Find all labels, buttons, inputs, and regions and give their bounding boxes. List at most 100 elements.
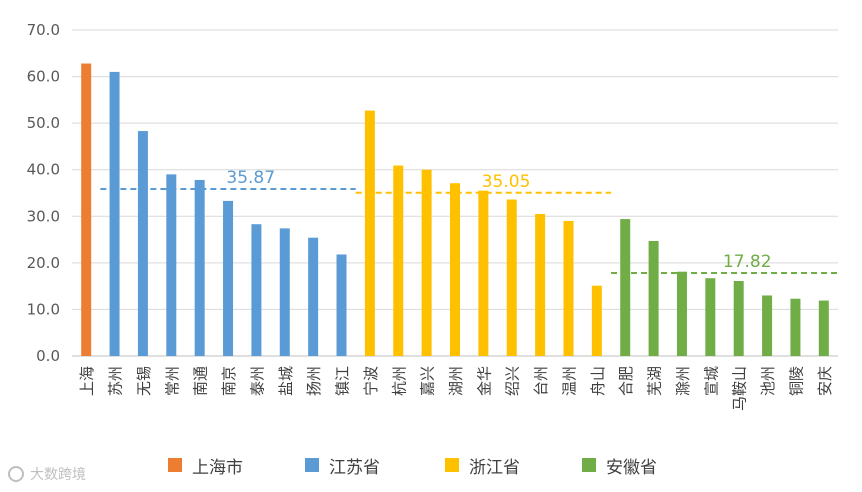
bar	[223, 200, 234, 356]
legend-swatch-anhui	[582, 458, 596, 472]
average-label: 35.87	[226, 168, 275, 188]
bar	[762, 295, 773, 356]
bar	[194, 179, 205, 356]
bar	[137, 131, 148, 356]
x-tick-label-text: 上海	[78, 366, 96, 396]
y-tick-label: 30.0	[27, 207, 60, 225]
bar	[818, 300, 829, 356]
x-tick-label: 嘉兴	[419, 366, 437, 396]
bar	[790, 298, 801, 356]
average-label: 35.05	[482, 172, 531, 192]
x-tick-label: 金华	[475, 366, 493, 396]
bar	[506, 199, 517, 356]
legend: 上海市 江苏省 浙江省 安徽省	[0, 450, 862, 480]
x-tick-label: 湖州	[447, 366, 465, 396]
watermark-logo-icon	[8, 466, 24, 482]
bar	[251, 224, 262, 356]
x-tick-label-text: 安庆	[816, 366, 834, 396]
x-tick-label-text: 南通	[192, 366, 210, 396]
x-tick-label: 合肥	[617, 366, 635, 396]
watermark-text: 大数跨境	[30, 467, 86, 483]
bar	[364, 110, 375, 356]
legend-label: 浙江省	[469, 457, 520, 478]
x-tick-label-text: 苏州	[107, 366, 125, 396]
x-tick-label-text: 马鞍山	[731, 366, 749, 411]
x-tick-label: 台州	[532, 366, 550, 396]
bar	[81, 63, 92, 356]
x-tick-label: 舟山	[589, 366, 607, 396]
legend-label: 上海市	[192, 457, 243, 478]
x-tick-label-text: 扬州	[305, 366, 323, 396]
y-tick-label: 20.0	[27, 254, 60, 272]
bar-chart: 0.010.020.030.040.050.060.070.0 35.87 35.…	[27, 21, 838, 411]
x-tick-label-text: 无锡	[135, 366, 153, 396]
x-tick-label-text: 常州	[163, 366, 181, 396]
x-tick-label: 南京	[220, 366, 238, 396]
x-tick-label: 马鞍山	[731, 366, 749, 411]
y-tick-label: 10.0	[27, 300, 60, 318]
bars	[81, 63, 829, 357]
bar	[450, 183, 460, 356]
x-tick-label-text: 滁州	[674, 366, 692, 396]
watermark: 大数跨境	[8, 462, 86, 486]
x-tick-label-text: 嘉兴	[419, 366, 437, 396]
legend-item-zhejiang: 浙江省	[445, 450, 520, 480]
x-tick-label: 盐城	[277, 366, 295, 396]
x-tick-label-text: 镇江	[334, 366, 352, 396]
average-lines: 35.87 35.05 17.82	[100, 168, 838, 275]
x-tick-label: 滁州	[674, 366, 692, 396]
bar	[308, 237, 319, 356]
x-tick-label-text: 盐城	[277, 366, 295, 396]
legend-swatch-jiangsu	[305, 458, 319, 472]
y-tick-label: 40.0	[27, 161, 60, 179]
x-tick-label: 芜湖	[646, 366, 664, 396]
bar	[109, 71, 120, 357]
x-tick-label: 常州	[163, 366, 181, 396]
x-tick-label-text: 合肥	[617, 366, 635, 396]
average-label: 17.82	[723, 252, 772, 272]
legend-item-anhui: 安徽省	[582, 450, 657, 480]
legend-item-jiangsu: 江苏省	[305, 450, 380, 480]
x-tick-label-text: 芜湖	[646, 366, 664, 396]
x-tick-label: 南通	[192, 366, 210, 396]
x-tick-label-text: 泰州	[248, 366, 266, 396]
bar	[421, 169, 432, 356]
x-axis-labels: 上海 苏州 无锡 常州 南通 南京 泰州 盐城 扬州 镇江 宁波 杭州 嘉兴 湖州 金华 绍兴 台州 温州 舟山 合肥…	[78, 366, 834, 411]
x-tick-label-text: 南京	[220, 366, 238, 396]
x-tick-label-text: 台州	[532, 366, 550, 396]
bar	[393, 165, 404, 356]
x-tick-label-text: 金华	[475, 366, 493, 396]
x-tick-label: 上海	[78, 366, 96, 396]
x-tick-label: 杭州	[390, 366, 408, 396]
x-tick-label-text: 池州	[759, 366, 777, 396]
x-tick-label: 绍兴	[504, 366, 522, 396]
y-tick-label: 70.0	[27, 21, 60, 39]
x-tick-label: 宣城	[702, 366, 720, 396]
bar	[336, 254, 347, 356]
x-tick-label: 泰州	[248, 366, 266, 396]
legend-label: 安徽省	[606, 457, 657, 478]
x-tick-label: 扬州	[305, 366, 323, 396]
bar	[563, 220, 574, 356]
bar	[279, 228, 290, 356]
bar	[166, 174, 177, 356]
x-tick-label: 苏州	[107, 366, 125, 396]
x-tick-label: 镇江	[334, 366, 352, 396]
x-tick-label-text: 铜陵	[787, 366, 805, 396]
x-tick-label: 池州	[759, 366, 777, 396]
y-tick-label: 0.0	[36, 347, 60, 365]
bar	[478, 190, 489, 356]
x-tick-label: 安庆	[816, 366, 834, 396]
legend-swatch-zhejiang	[445, 458, 459, 472]
legend-label: 江苏省	[329, 457, 380, 478]
x-tick-label-text: 宁波	[362, 366, 380, 396]
y-axis: 0.0 10.0 20.0 30.0 40.0 50.0 60.0 70.0	[27, 21, 60, 365]
x-tick-label-text: 舟山	[589, 366, 607, 396]
x-tick-label: 无锡	[135, 366, 153, 396]
y-tick-label: 50.0	[27, 114, 60, 132]
bar	[648, 240, 659, 356]
x-tick-label: 温州	[560, 366, 578, 396]
bar	[733, 281, 744, 356]
bar	[705, 278, 716, 356]
x-tick-label-text: 绍兴	[504, 366, 522, 396]
